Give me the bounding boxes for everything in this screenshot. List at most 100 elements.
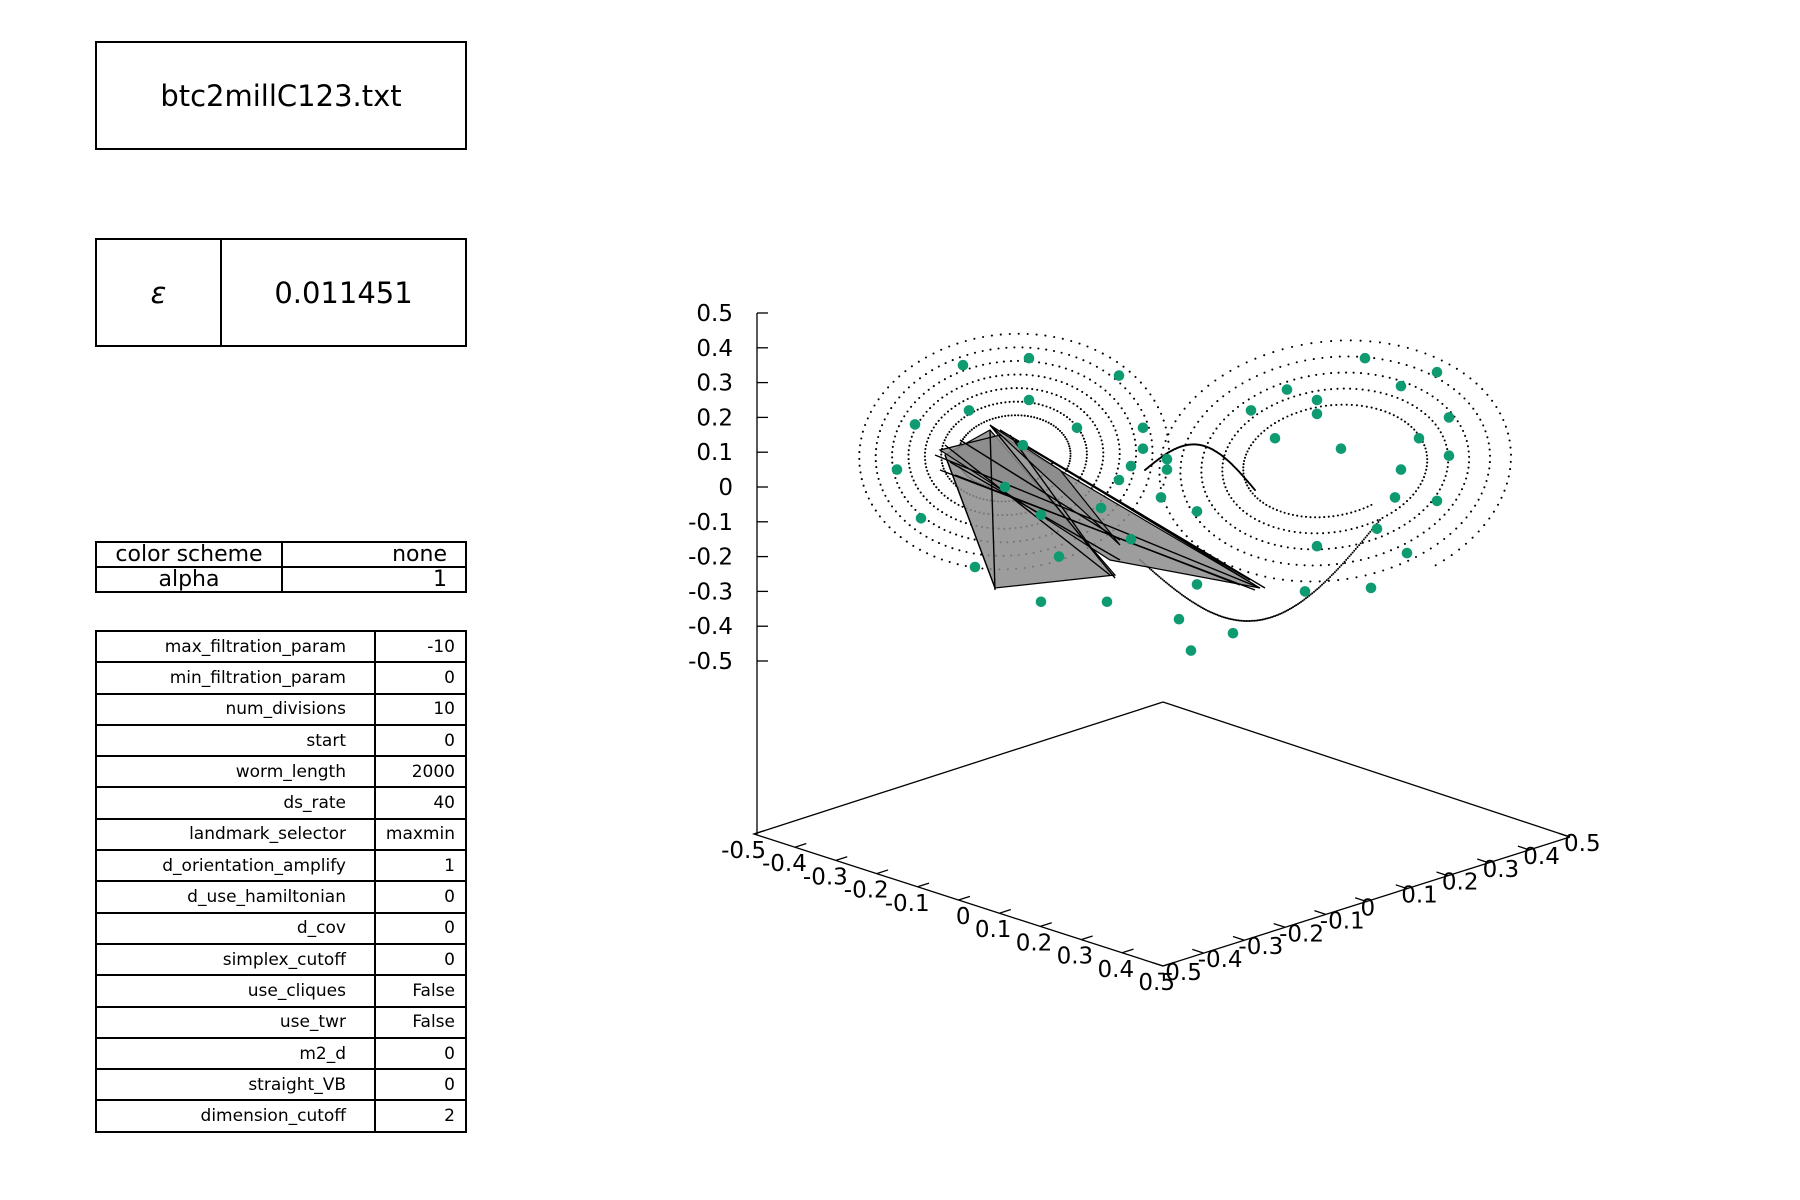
trajectory-dot	[1443, 537, 1446, 541]
landmark-point	[1431, 495, 1443, 507]
trajectory-dot	[905, 540, 908, 543]
x-tick	[958, 895, 971, 901]
trajectory-dot	[1187, 437, 1190, 440]
trajectory-dot	[937, 542, 941, 545]
trajectory-dot	[1316, 588, 1319, 591]
trajectory-dot	[1079, 431, 1083, 434]
trajectory-dot	[1224, 616, 1227, 619]
trajectory-dot	[1205, 495, 1209, 498]
trajectory-dot	[1013, 346, 1016, 349]
y-tick-label: -0.4	[1198, 947, 1243, 973]
trajectory-dot	[1304, 359, 1307, 362]
trajectory-dot	[859, 471, 862, 474]
landmark-point	[1155, 492, 1167, 503]
trajectory-dot	[1097, 431, 1100, 434]
trajectory-dot	[1195, 516, 1198, 519]
trajectory-dot	[1464, 542, 1468, 545]
trajectory-dot	[1222, 616, 1225, 619]
trajectory-dot	[1195, 603, 1198, 606]
landmark-point	[1335, 443, 1347, 455]
trajectory-dot	[1037, 375, 1040, 378]
trajectory-dot	[903, 415, 906, 418]
trajectory-dot	[1445, 470, 1448, 473]
landmark-point	[1365, 582, 1377, 594]
trajectory-dot	[931, 369, 934, 372]
trajectory-dot	[1348, 544, 1351, 548]
trajectory-dot	[1045, 405, 1048, 408]
trajectory-dot	[1231, 565, 1234, 568]
trajectory-dot	[874, 509, 877, 512]
trajectory-dot	[916, 487, 920, 490]
trajectory-dot	[1434, 564, 1437, 567]
trajectory-dot	[1323, 516, 1326, 519]
trajectory-dot	[966, 353, 969, 356]
trajectory-dot	[1249, 444, 1253, 447]
param-value: 0	[374, 942, 467, 977]
complex-edge	[1014, 439, 1251, 581]
trajectory-dot	[1160, 412, 1163, 415]
trajectory-dot	[1335, 569, 1338, 572]
trajectory-dot	[1348, 555, 1351, 558]
trajectory-dot	[1355, 543, 1358, 546]
trajectory-dot	[1389, 549, 1393, 552]
trajectory-dot	[1089, 362, 1092, 365]
trajectory-dot	[1026, 332, 1029, 336]
trajectory-dot	[1341, 513, 1344, 516]
param-key: num_divisions	[95, 692, 376, 726]
trajectory-dot	[1281, 578, 1285, 581]
trajectory-dot	[1321, 356, 1324, 359]
trajectory-dot	[1062, 413, 1065, 417]
trajectory-dot	[1025, 373, 1028, 376]
trajectory-dot	[1254, 438, 1257, 441]
trajectory-dot	[940, 491, 943, 495]
trajectory-dot	[898, 396, 901, 399]
trajectory-dot	[1145, 420, 1148, 423]
trajectory-dot	[858, 451, 861, 454]
trajectory-dot	[1313, 590, 1315, 593]
trajectory-dot	[1162, 446, 1165, 449]
trajectory-dot	[1234, 386, 1237, 389]
trajectory-dot	[1509, 453, 1513, 456]
trajectory-dot	[1434, 423, 1437, 426]
trajectory-dot	[1477, 498, 1480, 501]
trajectory-dot	[1081, 434, 1084, 437]
trajectory-dot	[973, 538, 976, 541]
trajectory-dot	[910, 504, 913, 507]
trajectory-dot	[1449, 532, 1452, 535]
trajectory-dot	[1375, 407, 1378, 410]
trajectory-dot	[1085, 453, 1088, 456]
trajectory-dot	[929, 476, 932, 479]
trajectory-dot	[1276, 401, 1279, 405]
trajectory-dot	[1252, 441, 1255, 444]
trajectory-dot	[975, 394, 978, 397]
trajectory-dot	[1213, 534, 1216, 537]
trajectory-dot	[904, 370, 907, 373]
trajectory-dot	[866, 417, 869, 420]
trajectory-dot	[1149, 393, 1152, 396]
trajectory-dot	[1017, 414, 1020, 417]
trajectory-dot	[1083, 411, 1086, 414]
param-value: False	[374, 974, 467, 1008]
table-row: max_filtration_param -10	[95, 629, 467, 664]
trajectory-dot	[1446, 465, 1449, 469]
trajectory-dot	[917, 360, 920, 363]
trajectory-dot	[1426, 461, 1429, 464]
trajectory-dot	[1097, 475, 1100, 478]
trajectory-dot	[966, 382, 969, 386]
landmark-point	[1413, 433, 1425, 444]
trajectory-dot	[925, 535, 928, 538]
x-tick	[835, 856, 848, 862]
trajectory-dot	[1341, 546, 1344, 549]
param-key: max_filtration_param	[95, 629, 376, 664]
z-tick-label: -0.5	[688, 649, 733, 675]
trajectory-dot	[1320, 340, 1323, 344]
trajectory-dot	[1296, 603, 1299, 606]
trajectory-dot	[926, 469, 929, 472]
trajectory-dot	[1122, 365, 1125, 368]
trajectory-dot	[925, 466, 928, 469]
trajectory-dot	[1100, 467, 1103, 470]
landmark-point	[1017, 439, 1029, 451]
trajectory-dot	[1290, 579, 1294, 582]
trajectory-dot	[1100, 439, 1103, 442]
trajectory-dot	[1395, 378, 1398, 381]
